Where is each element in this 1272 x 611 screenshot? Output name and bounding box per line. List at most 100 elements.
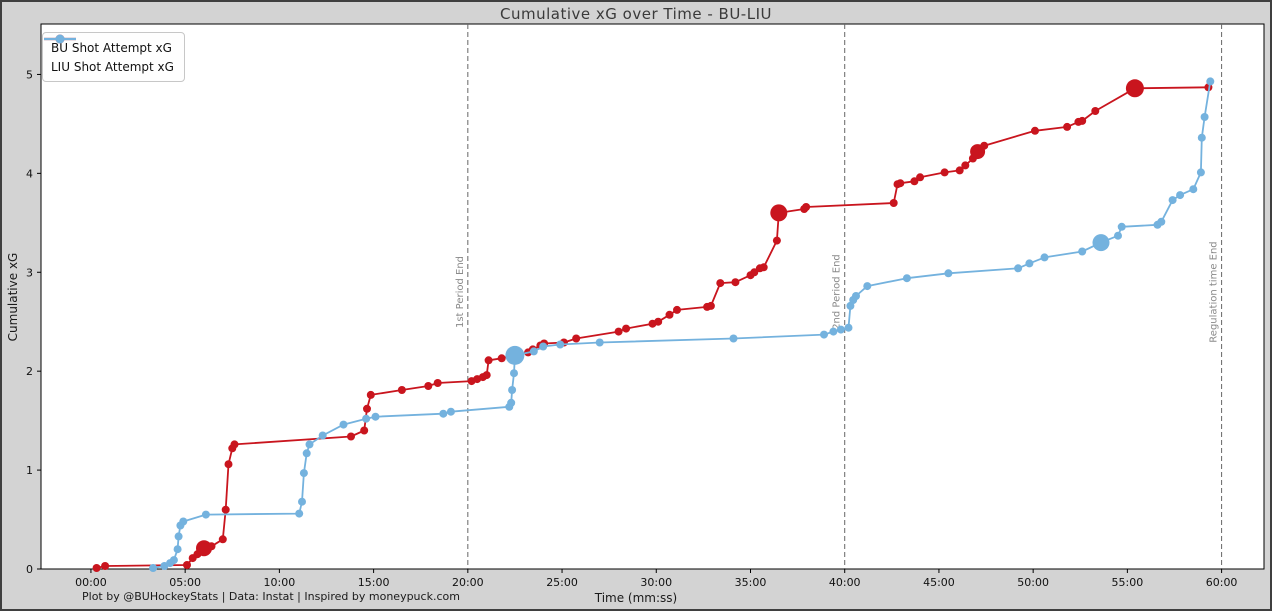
shot-marker [829, 327, 838, 336]
shot-marker [318, 431, 327, 440]
x-tick-label: 60:00 [1206, 576, 1238, 589]
shot-marker [299, 469, 308, 478]
shot-marker [654, 317, 663, 326]
goal-marker [196, 540, 212, 557]
shot-marker [665, 310, 674, 319]
legend: BU Shot Attempt xG LIU Shot Attempt xG [42, 32, 185, 82]
shot-marker [836, 325, 845, 334]
shot-marker [508, 386, 517, 394]
shot-marker [1078, 116, 1087, 125]
x-tick-label: 25:00 [546, 576, 578, 589]
shot-marker [510, 369, 518, 378]
shot-marker [902, 274, 911, 283]
shot-marker [446, 407, 455, 416]
legend-label: BU Shot Attempt xG [51, 40, 172, 55]
bu-series [92, 79, 1213, 572]
y-tick-label: 1 [26, 464, 33, 477]
shot-marker [1114, 231, 1122, 240]
shot-marker [1189, 185, 1198, 194]
shot-marker [173, 545, 182, 554]
shot-marker [595, 338, 604, 347]
shot-marker [716, 279, 725, 288]
shot-marker [916, 173, 925, 182]
shot-marker [1031, 126, 1039, 135]
x-tick-label: 35:00 [735, 576, 767, 589]
shot-marker [852, 292, 860, 300]
shot-marker [622, 324, 631, 333]
x-tick-label: 55:00 [1112, 576, 1144, 589]
shot-marker [1206, 77, 1215, 86]
shot-marker [863, 282, 872, 291]
x-tick-label: 15:00 [358, 576, 390, 589]
shot-marker [759, 263, 768, 272]
shot-marker [149, 564, 158, 572]
x-tick-label: 05:00 [169, 576, 201, 589]
shot-marker [614, 327, 623, 336]
shot-marker [360, 426, 369, 435]
shot-marker [397, 386, 406, 394]
x-tick-label: 20:00 [452, 576, 484, 589]
x-tick-label: 30:00 [640, 576, 672, 589]
shot-marker [497, 354, 506, 363]
shot-marker [218, 535, 227, 544]
shot-marker [1040, 253, 1049, 262]
shot-marker [1197, 133, 1206, 142]
shot-marker [366, 390, 375, 399]
shot-marker [221, 505, 230, 514]
shot-marker [1063, 122, 1072, 131]
shot-marker [507, 398, 516, 407]
credit-text: Plot by @BUHockeyStats | Data: Instat | … [82, 590, 460, 603]
x-tick-label: 00:00 [75, 576, 107, 589]
shot-marker [820, 330, 828, 339]
shot-marker [1078, 247, 1087, 256]
shot-marker [482, 371, 491, 380]
period-end-label: 1st Period End [455, 256, 466, 328]
shot-marker [1014, 264, 1023, 273]
shot-marker [305, 440, 314, 449]
shot-marker [706, 301, 715, 310]
shot-marker [1157, 217, 1166, 226]
y-tick-label: 0 [26, 563, 33, 576]
period-end-label: 2nd Period End [832, 254, 843, 330]
y-tick-label: 2 [26, 365, 33, 378]
shot-marker [961, 161, 970, 170]
shot-marker [772, 236, 781, 245]
shot-marker [750, 268, 759, 277]
goal-marker [1125, 79, 1144, 98]
shot-marker [201, 510, 210, 519]
shot-marker [572, 334, 581, 343]
shot-marker [230, 440, 239, 449]
shot-marker [101, 562, 110, 570]
shot-marker [673, 305, 681, 314]
shot-marker [439, 409, 448, 418]
shot-marker [347, 432, 355, 441]
shot-marker [556, 340, 565, 349]
goal-marker [1092, 234, 1110, 252]
shot-marker [169, 556, 178, 565]
shot-marker [92, 564, 101, 572]
shot-marker [1025, 259, 1034, 268]
shot-marker [207, 542, 216, 551]
x-tick-label: 45:00 [923, 576, 955, 589]
shot-marker [729, 334, 738, 343]
shot-marker [1091, 107, 1100, 115]
shot-marker [731, 278, 740, 287]
shot-marker [889, 199, 898, 207]
period-end-label: Regulation time End [1209, 241, 1220, 342]
shot-marker [183, 561, 191, 569]
legend-marker-icon [44, 34, 76, 44]
shot-marker [362, 414, 371, 423]
shot-marker [940, 168, 949, 177]
shot-marker [302, 449, 311, 458]
shot-marker [1117, 222, 1126, 231]
shot-marker [484, 356, 493, 365]
shot-marker [1200, 113, 1209, 121]
shot-marker [529, 347, 538, 356]
shot-marker [944, 269, 953, 278]
shot-marker [295, 509, 304, 518]
shot-marker [174, 532, 183, 541]
shot-marker [224, 460, 233, 469]
shot-marker [179, 517, 188, 526]
